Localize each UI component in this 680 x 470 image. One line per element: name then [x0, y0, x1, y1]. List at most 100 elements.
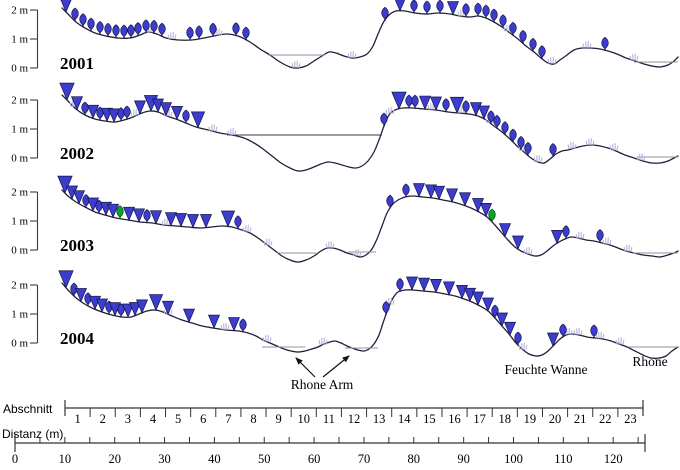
grass-tuft — [262, 334, 272, 342]
grass-tuft — [523, 246, 533, 255]
shrub-leaf-marker — [134, 22, 142, 35]
tree-triangle-marker — [394, 0, 406, 12]
grass-blade — [318, 339, 321, 345]
terrain-profile-line — [61, 7, 679, 69]
grass-blade — [208, 126, 211, 132]
grass-blade — [592, 140, 595, 146]
profile-row-2004: 2 m 1 m 0 m 2004 — [11, 270, 679, 359]
grass-tuft — [208, 124, 218, 132]
tree-triangle-marker — [495, 312, 509, 327]
grass-blade — [523, 249, 526, 255]
abschnitt-section-number: 20 — [549, 412, 562, 426]
shrub-leaf-marker — [487, 110, 495, 123]
shrub-leaf-marker — [380, 112, 388, 125]
tree-triangle-marker — [511, 235, 525, 250]
shrub-leaf-marker — [474, 2, 482, 15]
abschnitt-section-number: 22 — [599, 412, 612, 426]
grass-blade — [636, 56, 639, 61]
grass-blade — [643, 155, 646, 161]
grass-blade — [325, 339, 328, 345]
tree-triangle-marker — [429, 96, 443, 111]
grass-blade — [227, 130, 230, 136]
grass-tuft — [609, 143, 619, 151]
shrub-leaf-marker — [84, 292, 92, 305]
shrub-leaf-marker — [442, 98, 450, 111]
shrub-leaf-marker — [87, 17, 95, 30]
abschnitt-section-number: 17 — [473, 412, 486, 426]
elevation-axis — [30, 191, 39, 251]
grass-blade — [616, 145, 619, 151]
tree-triangle-marker — [445, 188, 459, 203]
grass-blade — [263, 240, 266, 246]
grass-tuft — [567, 141, 577, 149]
elevation-tick-label: 0 m — [11, 153, 28, 165]
abschnitt-section-number: 14 — [398, 412, 411, 426]
tree-triangle-marker — [132, 208, 146, 223]
grass-tuft — [161, 218, 171, 226]
shrub-leaf-marker — [559, 323, 567, 336]
shrub-leaf-marker — [79, 13, 87, 26]
grass-tuft — [623, 244, 633, 252]
grass-tuft — [242, 224, 252, 232]
grass-blade — [609, 239, 612, 245]
grass-blade — [298, 63, 301, 68]
elevation-axis — [30, 99, 39, 159]
shrub-leaf-marker — [410, 0, 418, 12]
year-label: 2001 — [60, 54, 94, 73]
grass-tuft — [629, 53, 639, 61]
elevation-tick-label: 2 m — [11, 280, 28, 292]
tree-triangle-marker — [432, 185, 446, 201]
abschnitt-section-number: 7 — [225, 412, 231, 426]
grass-blade — [227, 325, 230, 330]
elevation-tick-label: 0 m — [11, 245, 28, 257]
grass-blade — [574, 144, 577, 149]
grass-blade — [170, 111, 173, 117]
grass-blade — [595, 334, 598, 339]
tree-triangle-marker — [59, 82, 75, 101]
shrub-leaf-marker — [182, 109, 190, 122]
tree-triangle-marker — [159, 102, 173, 117]
abschnitt-section-number: 8 — [250, 412, 256, 426]
shrub-leaf-marker — [405, 94, 413, 107]
distanz-axis-label: Distanz (m) — [2, 427, 63, 441]
grass-tuft — [291, 60, 301, 68]
tree-triangle-marker — [405, 276, 419, 291]
grass-blade — [630, 246, 633, 252]
abschnitt-axis-label: Abschnitt — [3, 402, 53, 416]
abschnitt-section-number: 21 — [574, 412, 587, 426]
shrub-leaf-marker — [549, 143, 557, 156]
shrub-leaf-marker — [142, 19, 150, 32]
tree-triangle-marker — [199, 214, 213, 229]
abschnitt-section-number: 9 — [275, 412, 281, 426]
distanz-tick-label: 40 — [208, 452, 221, 466]
shrub-leaf-marker — [509, 128, 517, 141]
tree-triangle-marker — [481, 297, 495, 312]
shrub-leaf-marker — [436, 0, 444, 13]
grass-tuft — [585, 138, 595, 146]
shrub-leaf-marker — [596, 229, 604, 242]
tree-triangle-marker — [458, 192, 472, 207]
shrub-leaf-marker — [562, 225, 570, 238]
elevation-tick-label: 0 m — [11, 63, 28, 75]
grass-tuft — [167, 31, 177, 40]
grass-blade — [533, 157, 536, 163]
grass-blade — [262, 337, 265, 342]
grass-tuft — [352, 248, 362, 257]
shrub-leaf-marker — [524, 142, 532, 155]
tree-triangle-marker — [207, 314, 221, 330]
grass-blade — [540, 157, 543, 163]
tree-triangle-marker — [133, 100, 147, 115]
terrain-profile-line — [61, 189, 679, 263]
grass-blade — [518, 146, 521, 152]
tree-triangle-marker — [190, 111, 206, 129]
tree-triangle-marker — [135, 299, 149, 314]
elevation-tick-label: 2 m — [11, 95, 28, 107]
grass-tuft — [220, 322, 230, 330]
distanz-tick-label: 100 — [504, 452, 523, 466]
grass-blade — [242, 227, 245, 232]
tree-triangle-marker — [227, 317, 241, 332]
tree-triangle-marker — [412, 183, 426, 198]
shrub-leaf-marker — [490, 8, 498, 21]
grass-blade — [234, 130, 237, 136]
tree-triangle-marker — [550, 229, 564, 245]
